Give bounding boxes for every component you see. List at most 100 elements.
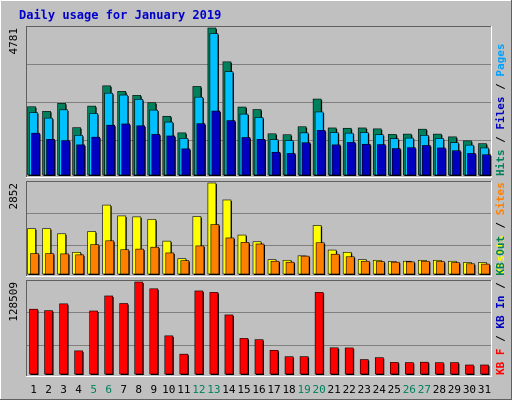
bar-sites	[60, 253, 69, 275]
day-label: 23	[358, 383, 371, 396]
bar-kbytes	[119, 303, 129, 375]
day-label: 25	[388, 383, 401, 396]
bar-pages	[467, 153, 476, 176]
bar-pages	[331, 144, 341, 176]
day-label: 1	[30, 383, 37, 396]
legend-separator: /	[494, 329, 507, 349]
bar-kbytes	[224, 314, 234, 375]
bar-pages	[181, 148, 191, 176]
day-label: 10	[162, 383, 175, 396]
bar-sites	[30, 253, 39, 275]
bar-sites	[421, 260, 430, 275]
bar-kbytes	[314, 292, 324, 375]
day-label: 17	[267, 383, 280, 396]
bar-sites	[90, 244, 99, 275]
top-legend: Hits / Files / Pages	[494, 44, 507, 177]
day-label: 20	[313, 383, 326, 396]
day-label: 6	[105, 383, 112, 396]
bar-pages	[151, 134, 161, 176]
bar-sites	[375, 261, 385, 275]
bar-pages	[46, 139, 55, 176]
bottom-legend: KB F / KB In / KB Out	[494, 236, 507, 375]
bar-pages	[407, 147, 416, 176]
bar-kbytes	[480, 364, 489, 375]
legend-entry-pages: Pages	[494, 44, 507, 77]
bar-sites	[135, 248, 145, 275]
bar-sites	[75, 254, 84, 275]
bar-pages	[121, 123, 131, 176]
middle-panel: 2852 Visits / Sites	[7, 181, 507, 277]
bar-kbytes	[435, 362, 444, 375]
bar-kbytes	[164, 335, 174, 375]
day-label: 4	[75, 383, 82, 396]
bar-sites	[345, 256, 355, 275]
day-label: 11	[177, 383, 190, 396]
bar-sites	[270, 260, 280, 275]
bar-pages	[31, 132, 40, 176]
legend-entry-kb-f: KB F	[494, 349, 507, 376]
bar-sites	[255, 243, 265, 275]
bar-pages	[482, 154, 491, 176]
bar-sites	[45, 253, 54, 275]
bar-pages	[211, 110, 221, 176]
bar-kbytes	[374, 357, 384, 375]
bar-sites	[315, 242, 325, 275]
day-label: 24	[373, 383, 387, 396]
chart-panels: 4781 Hits / Files / Pages 2852 Visits / Sit…	[7, 26, 507, 377]
bar-sites	[360, 260, 370, 275]
bar-kbytes	[450, 362, 459, 375]
day-label: 28	[433, 383, 446, 396]
day-label: 12	[192, 383, 205, 396]
legend-separator: /	[494, 130, 507, 150]
day-label: 27	[418, 383, 431, 396]
day-label: 14	[222, 383, 236, 396]
day-label: 3	[60, 383, 67, 396]
bar-pages	[286, 153, 296, 176]
bar-pages	[256, 139, 266, 176]
bar-kbytes	[44, 310, 53, 375]
bar-kbytes	[74, 350, 83, 375]
bar-sites	[390, 261, 400, 275]
bottom-panel: 128509 KB F / KB In / KB Out	[7, 236, 507, 377]
bar-pages	[376, 144, 386, 176]
day-label: 21	[328, 383, 341, 396]
legend-entry-hits: Hits	[494, 150, 507, 177]
bar-kbytes	[405, 362, 414, 375]
bar-sites	[120, 249, 130, 275]
day-label: 8	[135, 383, 142, 396]
bar-kbytes	[239, 338, 249, 375]
bar-kbytes	[299, 356, 309, 375]
legend-entry-sites: Sites	[494, 182, 507, 215]
day-label: 29	[448, 383, 461, 396]
day-labels: 1 2 3 4 5 6 7 8 9 10 11 12 13 14 15 16 17 18 19 20 21 22 23 24 2…	[30, 383, 491, 396]
bar-sites	[481, 263, 490, 275]
legend-entry-files: Files	[494, 97, 507, 130]
bar-pages	[106, 124, 115, 176]
legend-entry-visits: Visits	[494, 235, 507, 275]
middle-legend: Visits / Sites	[494, 182, 507, 275]
legend-entry-kb-in: KB In	[494, 296, 507, 329]
bar-kbytes	[194, 290, 204, 375]
day-label: 26	[403, 383, 416, 396]
bar-sites	[195, 245, 205, 275]
day-label: 13	[207, 383, 220, 396]
day-label: 18	[282, 383, 295, 396]
day-label: 5	[90, 383, 97, 396]
bar-sites	[466, 263, 475, 275]
day-label: 7	[120, 383, 127, 396]
bar-pages	[452, 150, 461, 176]
bar-pages	[391, 148, 401, 176]
bar-kbytes	[420, 361, 429, 375]
legend-separator: /	[494, 276, 507, 296]
bar-pages	[301, 142, 311, 176]
legend-separator: /	[494, 215, 507, 235]
bar-sites	[225, 237, 235, 275]
bar-pages	[226, 120, 236, 176]
top-ymax-label: 4781	[7, 28, 20, 55]
top-panel: 4781 Hits / Files / Pages	[7, 26, 507, 178]
bar-kbytes	[149, 288, 159, 375]
bar-sites	[240, 242, 250, 275]
bar-sites	[150, 246, 160, 275]
